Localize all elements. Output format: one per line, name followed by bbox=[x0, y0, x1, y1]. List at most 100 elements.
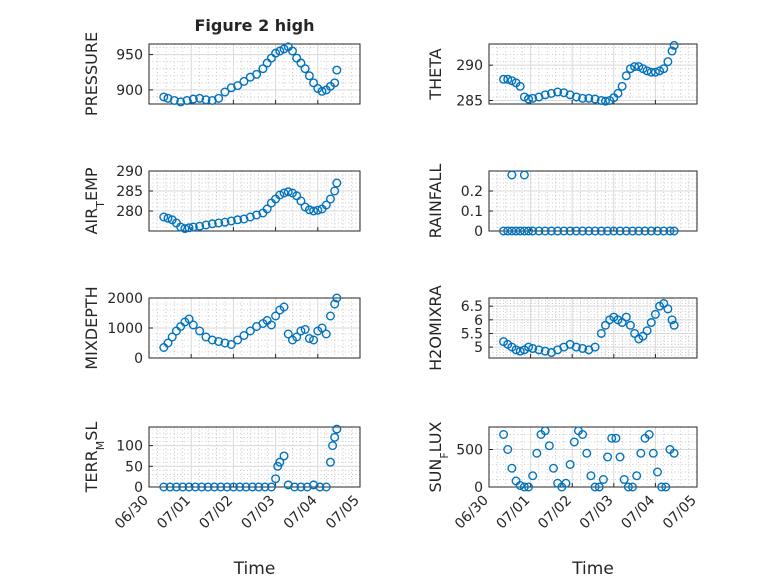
data-point bbox=[596, 226, 606, 236]
data-point bbox=[548, 463, 558, 473]
data-point bbox=[165, 482, 175, 492]
data-point bbox=[621, 226, 631, 236]
data-point bbox=[565, 90, 575, 100]
data-point bbox=[642, 326, 652, 336]
data-point bbox=[528, 343, 538, 353]
y-tick-label: 0 bbox=[134, 351, 143, 367]
data-point bbox=[540, 226, 550, 236]
data-point bbox=[640, 226, 650, 236]
data-point bbox=[669, 320, 679, 330]
y-tick-label: 500 bbox=[456, 443, 483, 459]
axes-box bbox=[148, 170, 361, 232]
data-point bbox=[275, 457, 285, 467]
data-point bbox=[245, 212, 255, 222]
data-point bbox=[332, 65, 342, 75]
axes-box bbox=[488, 43, 698, 105]
data-point bbox=[648, 448, 658, 458]
y-tick-label: 290 bbox=[116, 164, 143, 180]
data-point bbox=[540, 346, 550, 356]
x-tick-label: 07/02 bbox=[535, 493, 575, 533]
x-tick-label: 07/03 bbox=[577, 493, 617, 533]
data-point bbox=[159, 482, 169, 492]
data-point bbox=[534, 92, 544, 102]
y-tick-label: 5.5 bbox=[461, 326, 483, 342]
y-axis-label: RAINFALL bbox=[426, 164, 445, 239]
y-tick-label: 6 bbox=[474, 313, 483, 329]
data-point bbox=[540, 426, 550, 436]
data-point bbox=[534, 226, 544, 236]
data-point bbox=[317, 86, 327, 96]
data-point bbox=[332, 293, 342, 303]
axes-box bbox=[488, 426, 698, 488]
data-point bbox=[571, 226, 581, 236]
data-point bbox=[176, 97, 186, 107]
data-point bbox=[309, 206, 319, 216]
data-point bbox=[617, 81, 627, 91]
data-point bbox=[275, 190, 285, 200]
y-tick-label: 0.2 bbox=[461, 184, 483, 200]
data-point bbox=[652, 226, 662, 236]
y-tick-label: 285 bbox=[116, 184, 143, 200]
data-point bbox=[499, 74, 509, 84]
data-point bbox=[159, 343, 169, 353]
data-point bbox=[190, 482, 200, 492]
data-point bbox=[598, 475, 608, 485]
data-point bbox=[279, 451, 289, 461]
data-point bbox=[300, 325, 310, 335]
data-point bbox=[209, 482, 219, 492]
data-point bbox=[546, 226, 556, 236]
figure-title: Figure 2 high bbox=[195, 16, 315, 35]
data-point bbox=[667, 46, 677, 56]
subplot-h2omixra: 55.566.5 H2OMIXRA bbox=[426, 285, 698, 371]
data-point bbox=[226, 216, 236, 226]
data-point bbox=[182, 95, 192, 105]
data-point bbox=[600, 96, 610, 106]
data-point bbox=[499, 226, 509, 236]
data-point bbox=[159, 212, 169, 222]
data-point bbox=[325, 457, 335, 467]
data-point bbox=[214, 93, 224, 103]
y-tick-label: 285 bbox=[456, 93, 483, 109]
data-point bbox=[321, 482, 331, 492]
data-point bbox=[167, 332, 177, 342]
data-point bbox=[519, 482, 529, 492]
data-point bbox=[245, 326, 255, 336]
data-point bbox=[304, 205, 314, 215]
data-point bbox=[290, 482, 300, 492]
data-point bbox=[260, 482, 270, 492]
data-point bbox=[296, 482, 306, 492]
data-point bbox=[507, 463, 517, 473]
data-point bbox=[332, 424, 342, 434]
data-point bbox=[325, 194, 335, 204]
data-point bbox=[611, 433, 621, 443]
data-point bbox=[565, 226, 575, 236]
data-point bbox=[646, 67, 656, 77]
data-point bbox=[241, 482, 251, 492]
data-point bbox=[659, 64, 669, 74]
data-point bbox=[239, 214, 249, 224]
data-point bbox=[628, 226, 638, 236]
data-point bbox=[176, 322, 186, 332]
data-point bbox=[553, 226, 563, 236]
subplot-pressure: 900 950 PRESSURE bbox=[82, 32, 361, 116]
axes-box bbox=[488, 170, 698, 232]
data-point bbox=[247, 482, 257, 492]
data-point bbox=[222, 482, 232, 492]
y-tick-label: 290 bbox=[456, 58, 483, 74]
data-point bbox=[524, 94, 534, 104]
y-tick-label: 950 bbox=[116, 48, 143, 64]
data-point bbox=[207, 335, 217, 345]
data-point bbox=[515, 481, 525, 491]
x-tick-label: 07/03 bbox=[239, 493, 279, 533]
data-point bbox=[159, 92, 169, 102]
data-point bbox=[507, 170, 517, 180]
data-point bbox=[321, 329, 331, 339]
data-point bbox=[275, 46, 285, 56]
data-point bbox=[332, 178, 342, 188]
data-point bbox=[642, 66, 652, 76]
data-point bbox=[559, 226, 569, 236]
data-point bbox=[659, 226, 669, 236]
data-point bbox=[214, 337, 224, 347]
